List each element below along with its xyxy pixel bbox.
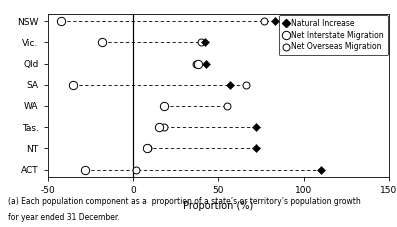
X-axis label: Proportion (%): Proportion (%) (183, 201, 253, 211)
Text: (a) Each population component as a  proportion of a state’s or territory’s popul: (a) Each population component as a propo… (8, 197, 361, 207)
Legend: Natural Increase, Net Interstate Migration, Net Overseas Migration: Natural Increase, Net Interstate Migrati… (279, 15, 387, 55)
Text: for year ended 31 December.: for year ended 31 December. (8, 213, 119, 222)
